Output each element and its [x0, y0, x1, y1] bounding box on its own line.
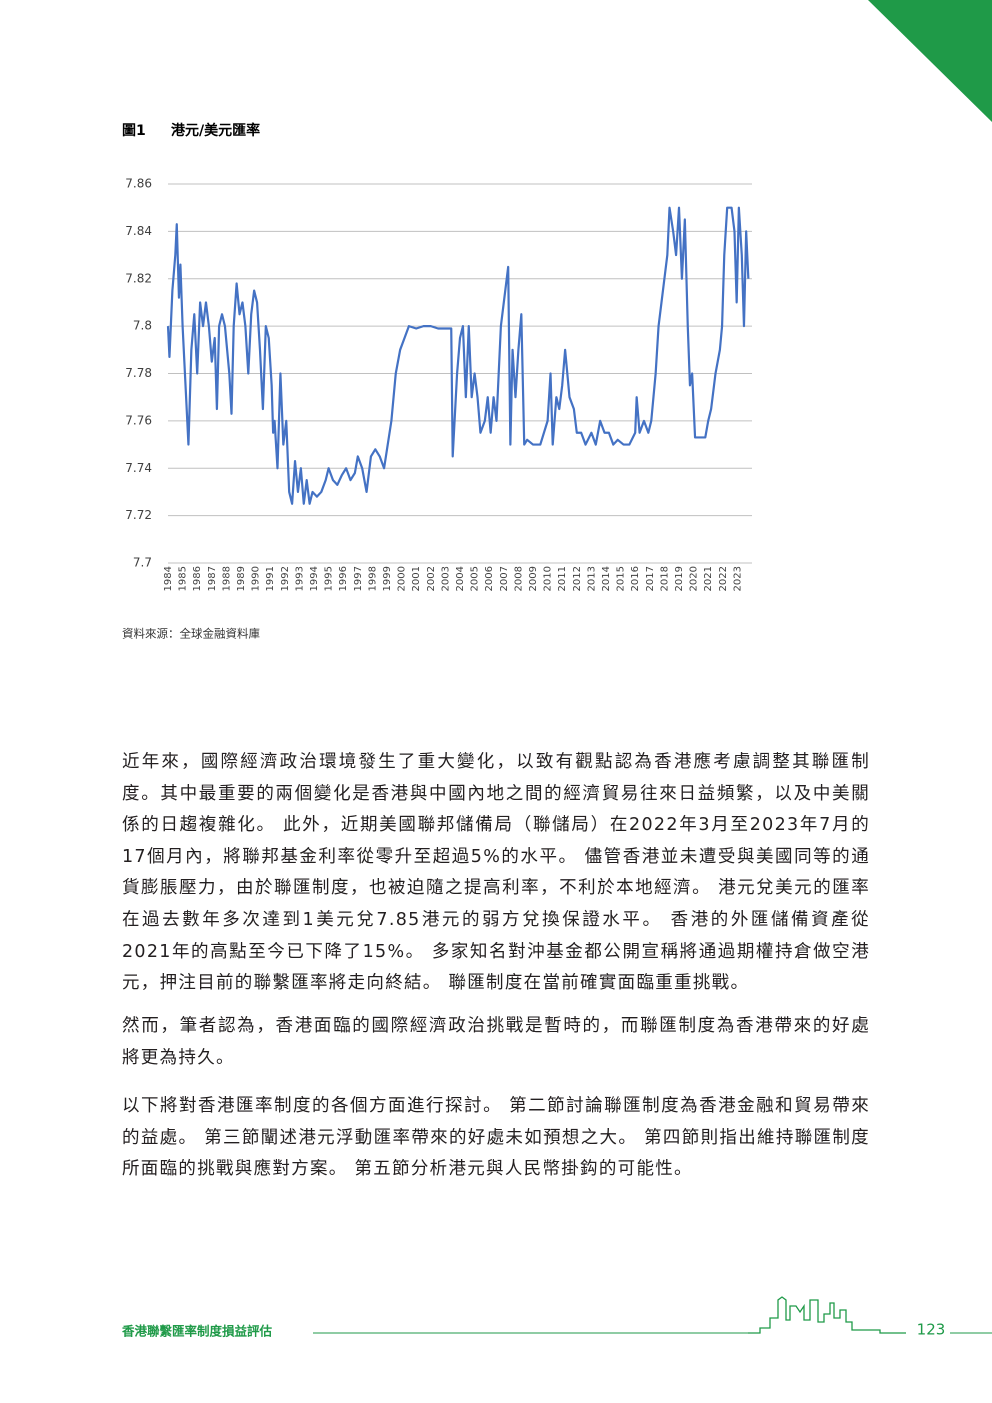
x-tick-label: 2008 — [513, 566, 524, 591]
x-tick-label: 2000 — [397, 566, 408, 591]
paragraph: 以下將對香港匯率制度的各個方面進行探討。 第二節討論聯匯制度為香港金融和貿易帶來… — [122, 1096, 870, 1180]
corner-decoration — [868, 0, 992, 122]
x-tick-label: 2003 — [440, 566, 451, 591]
x-tick-label: 2014 — [601, 566, 612, 591]
x-tick-label: 2005 — [470, 566, 481, 591]
x-tick-label: 2015 — [616, 566, 627, 591]
y-tick-label: 7.78 — [125, 366, 152, 380]
x-tick-label: 1986 — [192, 566, 203, 591]
x-tick-label: 1984 — [163, 566, 174, 591]
y-tick-label: 7.8 — [133, 319, 152, 333]
x-tick-label: 1996 — [338, 566, 349, 591]
figure-label: 圖1 — [122, 122, 146, 139]
x-tick-label: 1988 — [221, 566, 232, 591]
x-tick-label: 1992 — [280, 566, 291, 591]
x-tick-label: 1985 — [178, 566, 189, 591]
paragraph: 近年來，國際經濟政治環境發生了重大變化，以致有觀點認為香港應考慮調整其聯匯制度。… — [122, 752, 870, 994]
x-tick-label: 2004 — [455, 566, 466, 591]
x-tick-label: 1991 — [265, 566, 276, 591]
footer-title: 香港聯繫匯率制度損益評估 — [121, 1324, 273, 1339]
figure: 圖1 港元/美元匯率 資料來源：全球金融資料庫 7.7 7.72 7.74 7.76 7… — [122, 0, 992, 641]
x-tick-label: 2020 — [689, 566, 700, 591]
x-tick-label: 1993 — [294, 566, 305, 591]
y-tick-label: 7.7 — [133, 556, 152, 570]
x-tick-label: 2012 — [572, 566, 583, 591]
y-tick-label: 7.84 — [125, 224, 152, 238]
x-tick-label: 1987 — [207, 566, 218, 591]
chart-title: 港元/美元匯率 — [171, 122, 260, 139]
x-tick-label: 1994 — [309, 566, 320, 591]
x-tick-label: 2011 — [557, 566, 568, 591]
x-tick-label: 1995 — [324, 566, 335, 591]
x-tick-label: 2006 — [484, 566, 495, 591]
x-tick-label: 2021 — [703, 566, 714, 591]
x-tick-label: 2007 — [499, 566, 510, 591]
x-tick-label: 2010 — [543, 566, 554, 591]
x-tick-label: 2001 — [411, 566, 422, 591]
x-tick-label: 2009 — [528, 566, 539, 591]
x-tick-label: 1998 — [367, 566, 378, 591]
x-tick-label: 2019 — [674, 566, 685, 591]
line-series — [166, 206, 750, 505]
y-tick-label: 7.74 — [125, 461, 152, 475]
skyline-icon — [748, 1296, 906, 1334]
page-number: 123 — [917, 1321, 946, 1339]
y-tick-label: 7.76 — [125, 413, 152, 427]
paragraph: 然而，筆者認為，香港面臨的國際經濟政治挑戰是暫時的，而聯匯制度為香港帶來的好處將… — [122, 1016, 870, 1068]
x-tick-label: 2022 — [718, 566, 729, 591]
x-tick-label: 2002 — [426, 566, 437, 591]
x-tick-label: 2013 — [586, 566, 597, 591]
x-tick-label: 2016 — [630, 566, 641, 591]
y-tick-label: 7.82 — [125, 271, 152, 285]
x-tick-label: 2023 — [732, 566, 743, 591]
x-tick-label: 1990 — [251, 566, 262, 591]
y-tick-label: 7.72 — [125, 508, 152, 522]
y-tick-label: 7.86 — [125, 177, 152, 191]
x-tick-label: 2017 — [645, 566, 656, 591]
x-tick-label: 1999 — [382, 566, 393, 591]
x-tick-label: 1997 — [353, 566, 364, 591]
source-note: 資料來源：全球金融資料庫 — [122, 627, 260, 641]
x-tick-label: 2018 — [659, 566, 670, 591]
x-tick-label: 1989 — [236, 566, 247, 591]
